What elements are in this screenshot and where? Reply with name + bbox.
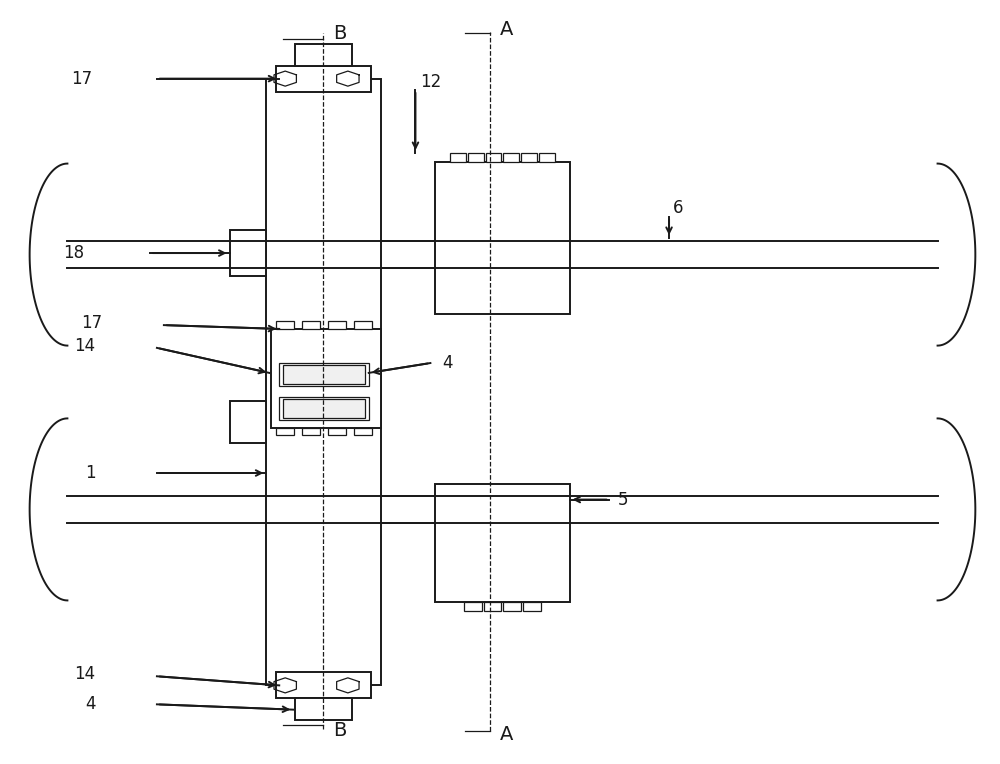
Text: 1: 1	[85, 464, 95, 482]
Text: 14: 14	[74, 665, 95, 683]
Bar	[354, 428, 372, 435]
Bar	[230, 230, 266, 276]
Bar	[276, 66, 371, 92]
Bar	[283, 400, 365, 418]
Bar	[503, 153, 519, 162]
Text: 4: 4	[85, 695, 95, 714]
Bar	[295, 44, 352, 66]
Text: 5: 5	[617, 490, 628, 509]
Bar	[464, 602, 482, 611]
Bar	[503, 602, 521, 611]
Bar	[279, 363, 369, 386]
Bar	[302, 322, 320, 329]
Bar	[328, 428, 346, 435]
Bar	[276, 428, 294, 435]
Text: 12: 12	[420, 73, 442, 92]
Text: A: A	[500, 725, 513, 744]
Bar	[468, 153, 484, 162]
Bar	[484, 602, 501, 611]
Bar	[295, 698, 352, 720]
Text: 17: 17	[81, 314, 102, 332]
Text: B: B	[333, 24, 346, 43]
Text: 17: 17	[71, 70, 92, 88]
Bar	[283, 365, 365, 384]
Text: A: A	[500, 20, 513, 39]
Bar	[435, 162, 570, 314]
Text: B: B	[333, 721, 346, 740]
Bar	[279, 397, 369, 420]
Bar	[276, 322, 294, 329]
Bar	[271, 329, 381, 428]
Text: 6: 6	[673, 199, 684, 216]
Text: 18: 18	[63, 244, 84, 262]
Bar	[435, 484, 570, 602]
Bar	[302, 428, 320, 435]
Bar	[486, 153, 501, 162]
Text: 14: 14	[74, 337, 95, 354]
Bar	[276, 672, 371, 698]
Bar	[230, 401, 266, 442]
Bar	[266, 79, 381, 685]
Bar	[328, 322, 346, 329]
Bar	[521, 153, 537, 162]
Bar	[539, 153, 555, 162]
Bar	[450, 153, 466, 162]
Text: 4: 4	[442, 354, 453, 372]
Bar	[354, 322, 372, 329]
Bar	[523, 602, 541, 611]
